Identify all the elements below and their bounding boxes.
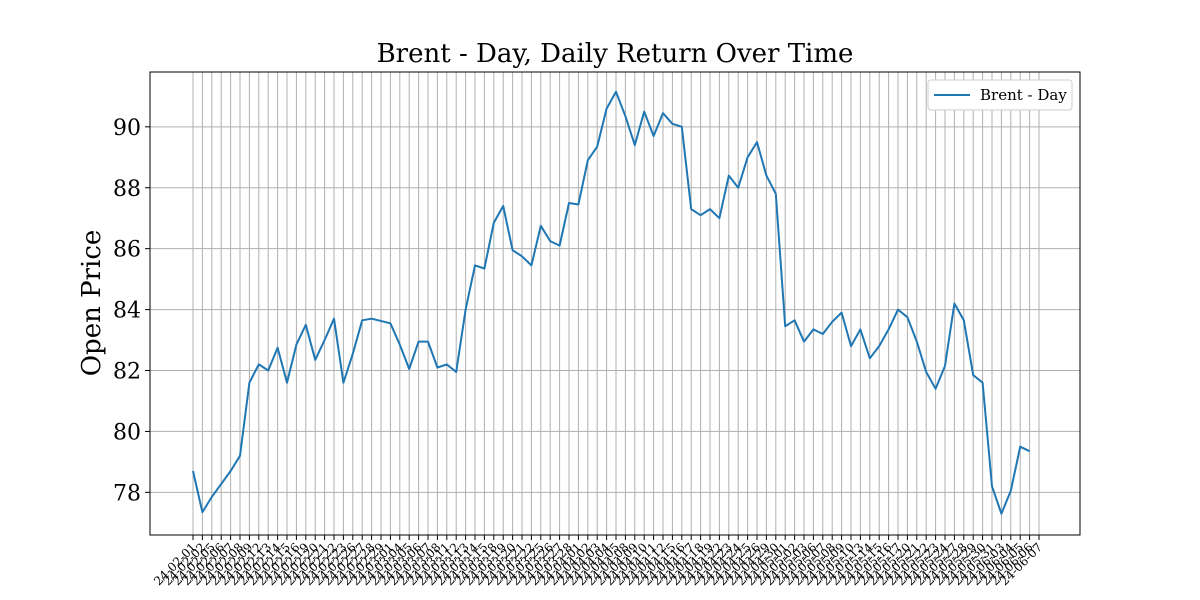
x-axis-ticks: 24-02-0124-02-0224-02-0524-02-0624-02-07… — [151, 535, 1045, 588]
chart-title: Brent - Day, Daily Return Over Time — [377, 39, 854, 69]
y-tick-label: 84 — [113, 299, 141, 324]
y-tick-label: 82 — [113, 360, 141, 385]
series-lines — [192, 90, 1031, 515]
legend: Brent - Day — [927, 79, 1073, 111]
grid-lines — [150, 72, 1080, 535]
y-axis-label: Open Price — [77, 230, 107, 377]
y-tick-label: 78 — [113, 481, 141, 506]
y-tick-label: 86 — [113, 238, 141, 263]
legend-box — [927, 79, 1073, 111]
y-tick-label: 90 — [113, 116, 141, 141]
series-line — [192, 90, 1031, 515]
plot-frame — [149, 71, 1081, 536]
y-tick-label: 80 — [113, 420, 141, 445]
y-tick-label: 88 — [113, 177, 141, 202]
y-axis-ticks: 78 80 82 84 86 88 90 — [113, 116, 150, 506]
legend-label: Brent - Day — [980, 86, 1067, 104]
